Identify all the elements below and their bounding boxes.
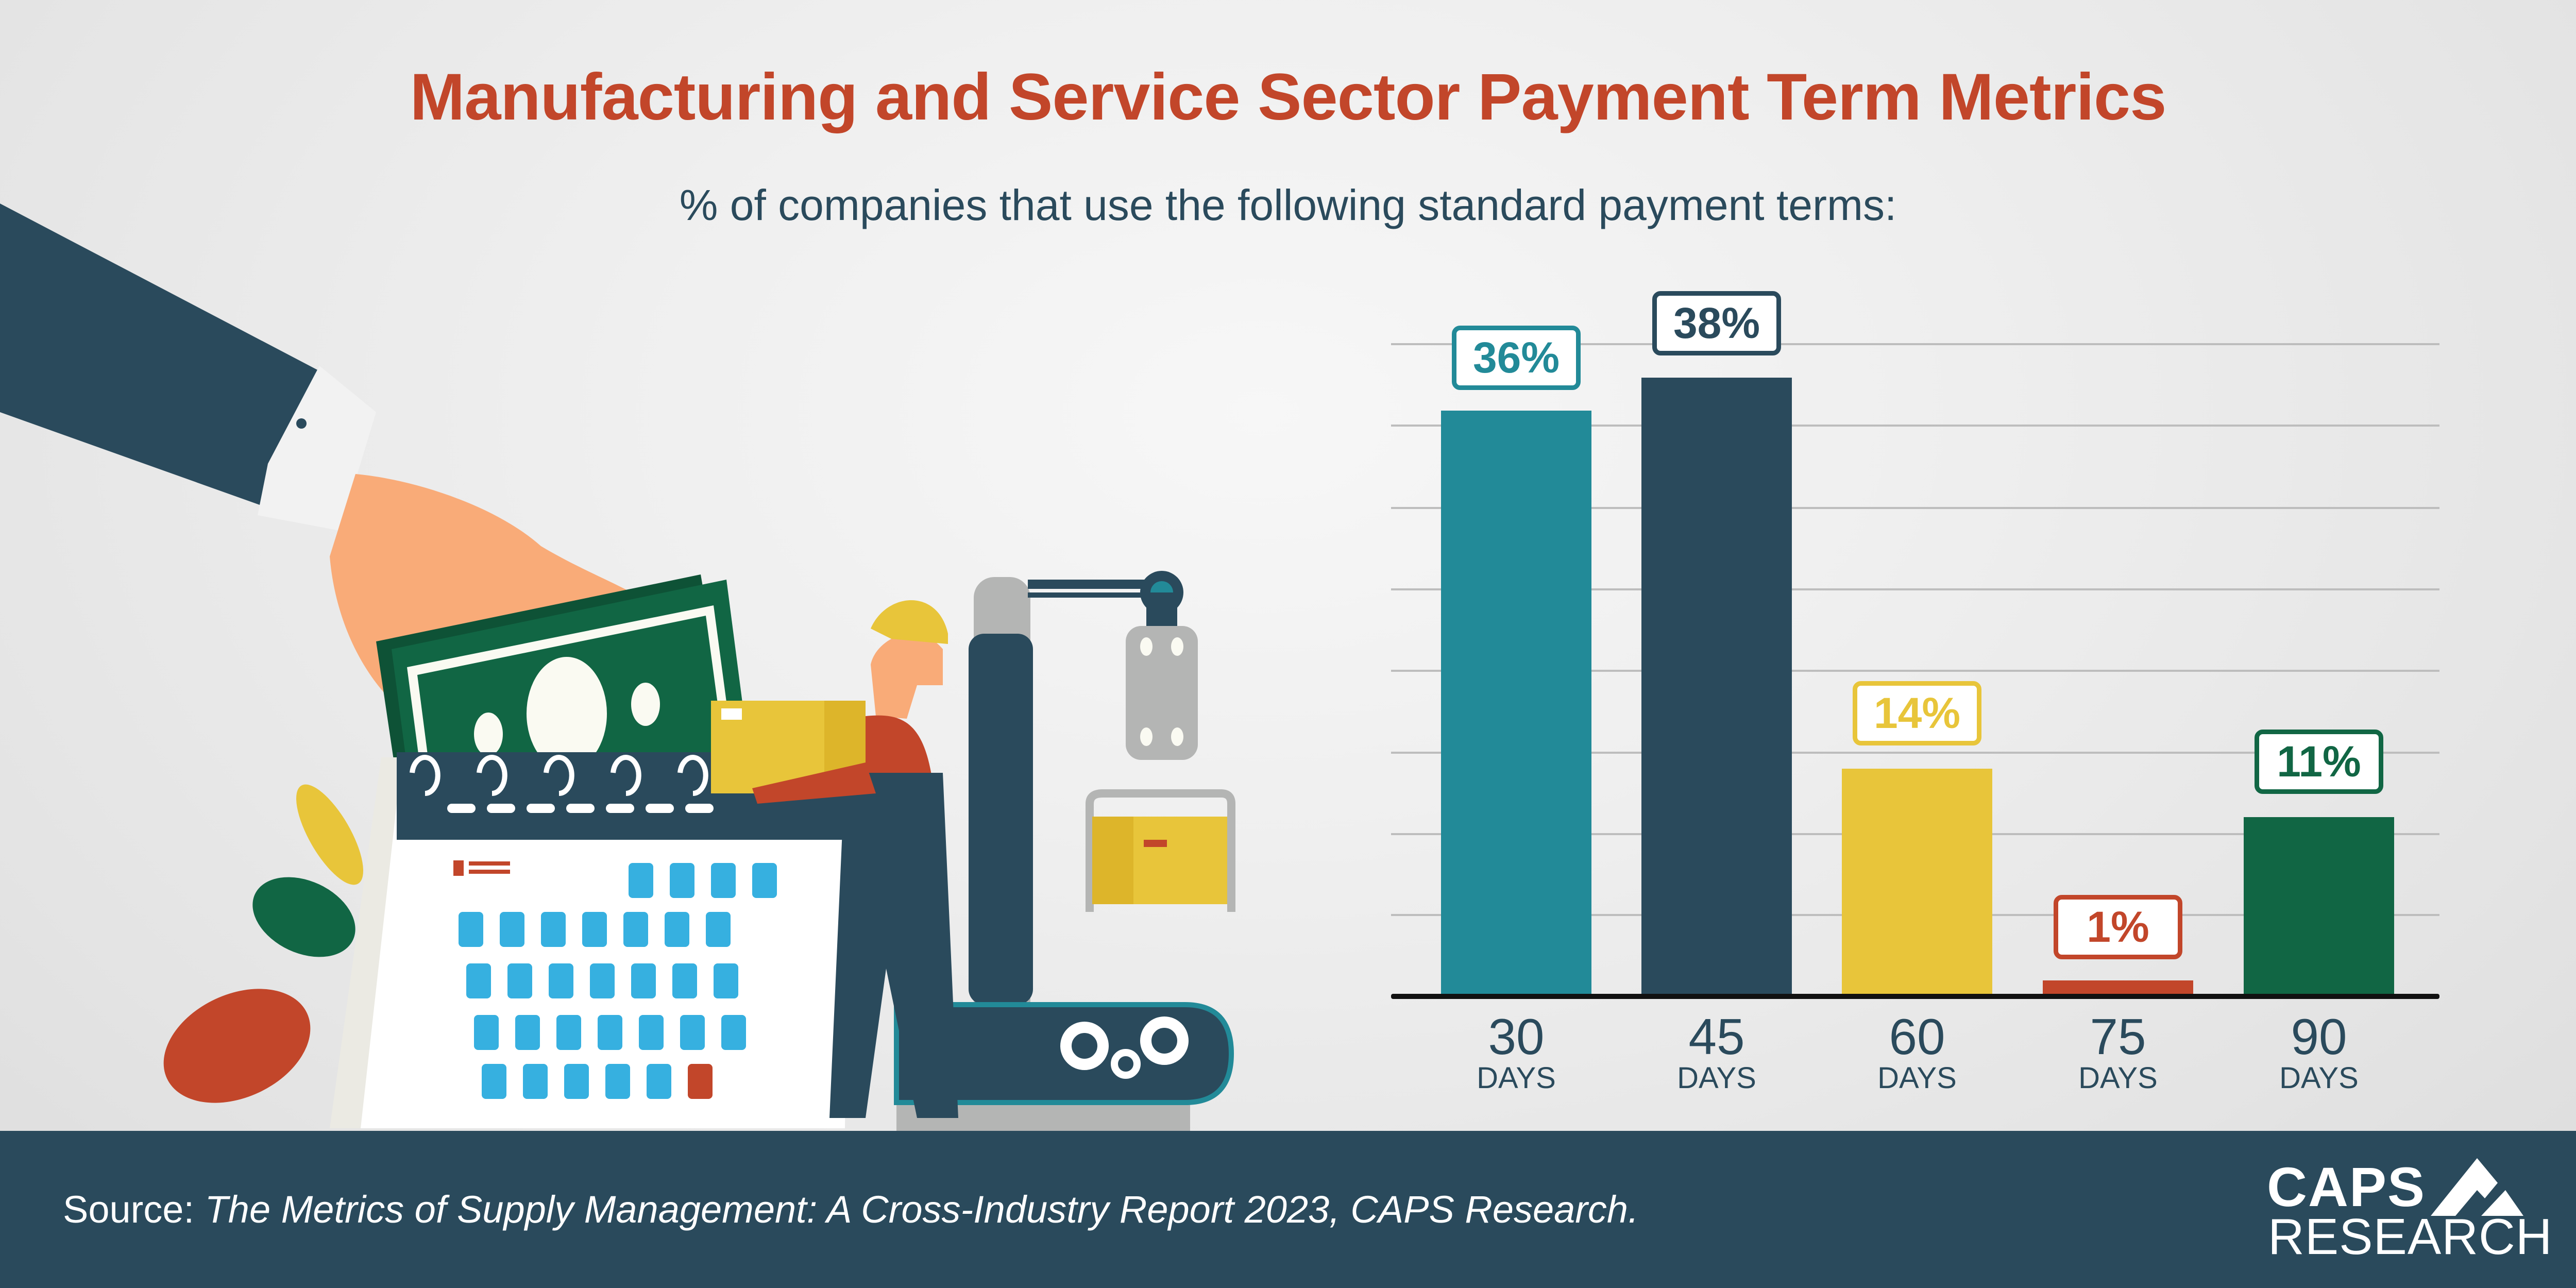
source-prefix: Source:: [63, 1188, 205, 1231]
value-label-75-days: 1%: [2054, 895, 2182, 959]
x-tick-number: 45: [1688, 1008, 1745, 1065]
x-tick-unit: DAYS: [1877, 1061, 1957, 1095]
value-label-60-days: 14%: [1853, 681, 1981, 745]
gridline: [1391, 343, 2439, 345]
worker-icon: [711, 600, 958, 1118]
x-tick-unit: DAYS: [2078, 1061, 2158, 1095]
gridline: [1391, 425, 2439, 427]
x-tick-number: 30: [1488, 1008, 1545, 1065]
source-citation: Source: The Metrics of Supply Management…: [63, 1188, 1639, 1231]
footer-band: [0, 1131, 2576, 1288]
x-tick-unit: DAYS: [1477, 1061, 1556, 1095]
mountain-icon: [2431, 1158, 2523, 1216]
x-tick-unit: DAYS: [1677, 1061, 1756, 1095]
x-tick-75-days: 75 DAYS: [2025, 1011, 2211, 1094]
bar-75-days: [2043, 980, 2193, 996]
logo-caps-text: CAPS: [2267, 1156, 2426, 1218]
x-tick-unit: DAYS: [2279, 1061, 2359, 1095]
gridline: [1391, 752, 2439, 754]
conveyor-gears-icon: [894, 1002, 1234, 1131]
calendar-icon: [330, 752, 850, 1128]
logo-research-text: RESEARCH: [2268, 1208, 2553, 1265]
robot-arm-icon: [969, 571, 1235, 1123]
x-tick-45-days: 45 DAYS: [1624, 1011, 1809, 1094]
caps-research-logo: CAPS RESEARCH: [2267, 1156, 2552, 1267]
gridline: [1391, 507, 2439, 509]
value-label-90-days: 11%: [2255, 730, 2383, 794]
bar-60-days: [1842, 769, 1992, 996]
source-title: The Metrics of Supply Management: A Cros…: [205, 1188, 1639, 1231]
x-tick-number: 90: [2291, 1008, 2347, 1065]
value-label-45-days: 38%: [1652, 291, 1781, 355]
page-title: Manufacturing and Service Sector Payment…: [410, 60, 2167, 134]
x-tick-30-days: 30 DAYS: [1423, 1011, 1609, 1094]
x-tick-number: 75: [2090, 1008, 2146, 1065]
gridline: [1391, 588, 2439, 590]
bar-45-days: [1641, 378, 1792, 996]
x-tick-90-days: 90 DAYS: [2226, 1011, 2412, 1094]
bar-30-days: [1441, 411, 1591, 996]
x-tick-60-days: 60 DAYS: [1824, 1011, 2010, 1094]
bar-90-days: [2244, 817, 2394, 996]
chart-subtitle: % of companies that use the following st…: [679, 181, 1897, 229]
gridline: [1391, 670, 2439, 672]
x-axis-baseline: [1391, 994, 2439, 999]
illustration: [0, 204, 1235, 1131]
leaf-icon: [163, 784, 363, 1103]
x-tick-number: 60: [1889, 1008, 1945, 1065]
value-label-30-days: 36%: [1452, 326, 1581, 390]
